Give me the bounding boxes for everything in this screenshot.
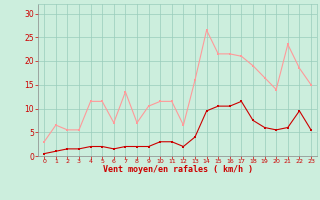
X-axis label: Vent moyen/en rafales ( km/h ): Vent moyen/en rafales ( km/h ) xyxy=(103,165,252,174)
